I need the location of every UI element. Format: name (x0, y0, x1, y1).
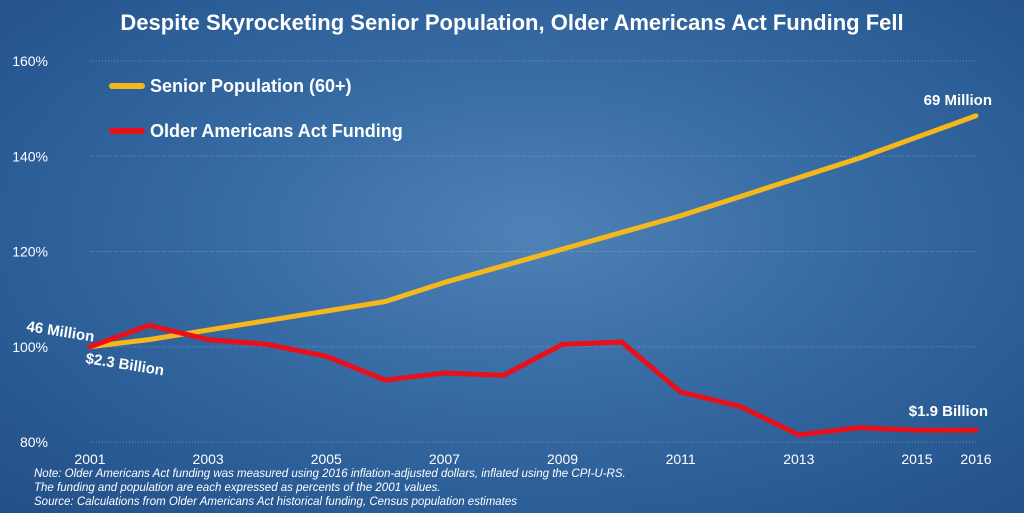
x-tick-label: 2015 (901, 451, 932, 467)
note-line-2: The funding and population are each expr… (34, 482, 441, 494)
legend-label-funding: Older Americans Act Funding (150, 121, 403, 141)
y-axis-ticks: 80% 100% 120% 140% 160% (12, 53, 48, 450)
note-source: Source: Calculations from Older American… (34, 496, 517, 508)
series-line-senior-population (87, 113, 979, 350)
y-tick-label: 80% (20, 434, 48, 450)
x-tick-label: 2001 (74, 451, 105, 467)
y-tick-label: 120% (12, 244, 48, 260)
annotation-funding-start: $2.3 Billion (84, 350, 165, 379)
annotation-senior-end: 69 Million (924, 92, 992, 109)
y-tick-label: 140% (12, 148, 48, 164)
note-line-1: Note: Older Americans Act funding was me… (34, 468, 626, 480)
x-tick-label: 2009 (547, 451, 578, 467)
y-tick-label: 160% (12, 53, 48, 69)
x-tick-label: 2016 (960, 451, 991, 467)
annotation-funding-end: $1.9 Billion (909, 403, 988, 420)
legend: Senior Population (60+) Older Americans … (109, 76, 403, 141)
y-tick-label: 100% (12, 339, 48, 355)
series-line-older-americans-act-funding (87, 322, 979, 438)
x-tick-label: 2011 (666, 451, 696, 467)
x-tick-label: 2013 (783, 451, 814, 467)
chart-title: Despite Skyrocketing Senior Population, … (120, 10, 903, 35)
x-tick-label: 2003 (193, 451, 224, 467)
x-tick-label: 2005 (311, 451, 342, 467)
legend-label-senior: Senior Population (60+) (150, 76, 352, 96)
series-lines (87, 113, 979, 438)
gridlines (90, 60, 976, 443)
x-axis-ticks: 2001 2003 2005 2007 2009 2011 2013 2015 2016 (74, 451, 991, 467)
x-tick-label: 2007 (429, 451, 460, 467)
